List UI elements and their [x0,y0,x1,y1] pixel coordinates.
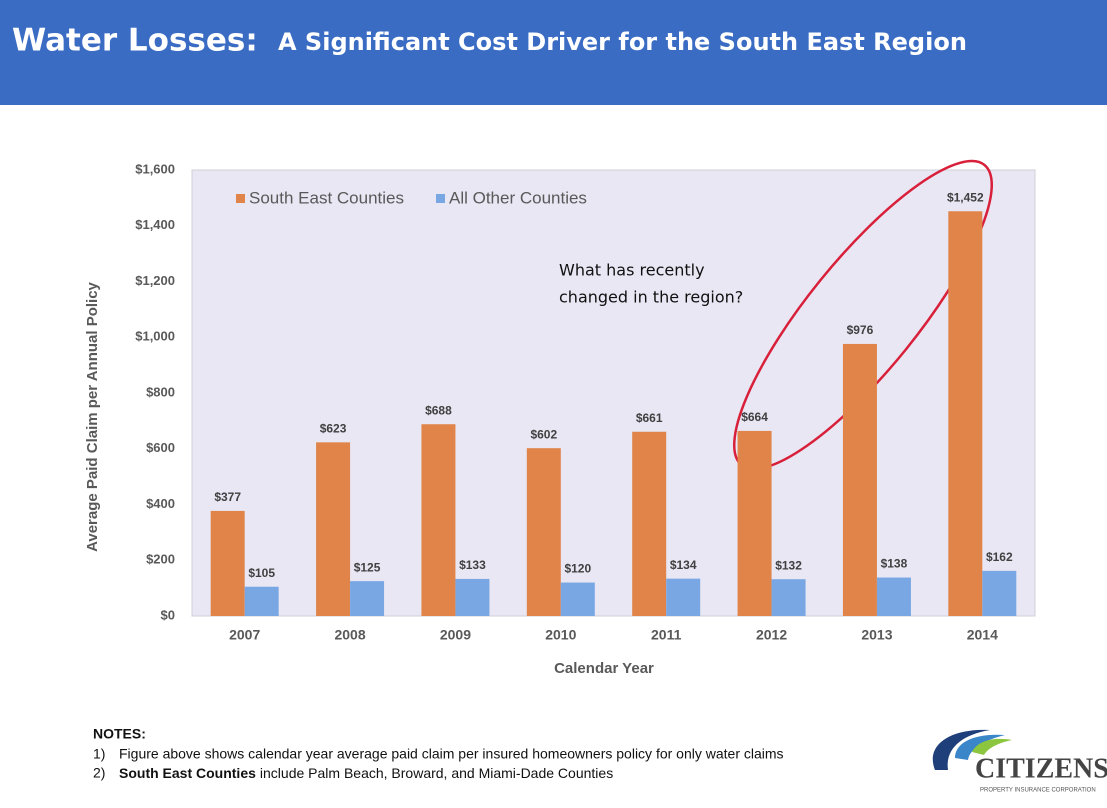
value-label: $105 [248,566,275,580]
y-tick-label: $800 [146,384,175,399]
value-label: $602 [530,427,557,441]
x-tick-label: 2011 [651,627,682,643]
y-tick-label: $1,000 [135,329,175,344]
note-number: 1) [93,746,105,762]
bar [737,430,772,616]
value-label: $133 [459,558,486,572]
bar [350,581,385,616]
logo-swoosh [972,738,1012,755]
x-tick-label: 2012 [756,627,787,643]
bar [560,582,595,616]
bar [982,570,1017,616]
note-text: South East Counties include Palm Beach, B… [119,765,613,781]
x-axis-label: Calendar Year [554,660,654,677]
notes-heading: NOTES: [93,726,146,742]
bar [876,577,911,616]
x-tick-label: 2014 [967,627,998,643]
value-label: $664 [741,410,768,424]
legend-label: South East Counties [249,188,404,207]
y-tick-label: $400 [146,496,175,511]
annotation: changed in the region? [559,288,743,307]
logo-tagline: PROPERTY INSURANCE CORPORATION [980,788,1096,794]
y-tick-label: $1,600 [135,161,175,176]
y-tick-label: $1,200 [135,273,175,288]
bar [210,510,245,616]
note-bold: South East Counties [119,765,256,781]
note-text: Figure above shows calendar year average… [119,746,784,762]
value-label: $120 [564,562,591,576]
bar [316,442,351,616]
value-label: $976 [847,323,874,337]
y-axis-label: Average Paid Claim per Annual Policy [84,281,101,551]
bar [244,586,279,616]
bar [421,424,456,616]
value-label: $377 [214,490,241,504]
value-label: $1,452 [947,190,984,204]
y-tick-label: $200 [146,552,175,567]
bar [771,579,806,616]
bar [632,431,667,616]
logo-swoosh [955,734,1005,760]
legend-swatch [435,194,445,203]
annotation: What has recently [559,261,705,280]
value-label: $134 [670,558,697,572]
x-tick-label: 2010 [545,627,576,643]
x-tick-label: 2013 [861,627,892,643]
bar [948,211,983,616]
y-tick-label: $600 [146,440,175,455]
value-label: $661 [636,411,663,425]
header-band [0,0,1107,105]
x-tick-label: 2009 [440,627,471,643]
legend-label: All Other Counties [449,188,587,207]
value-label: $162 [986,550,1013,564]
value-label: $125 [354,560,381,574]
bar [455,578,490,616]
legend-swatch [236,194,245,203]
y-tick-label: $1,400 [135,217,175,232]
note-number: 2) [93,765,105,781]
bar [526,448,561,616]
x-tick-label: 2008 [334,627,365,643]
title-rest: A Significant Cost Driver for the South … [278,28,967,56]
value-label: $138 [881,557,908,571]
value-label: $688 [425,403,452,417]
bar [842,343,877,616]
logo-swoosh [932,729,990,770]
bar [666,578,701,616]
value-label: $132 [775,558,802,572]
x-tick-label: 2007 [229,627,260,643]
logo-name: CITIZENS [975,753,1107,784]
title-lead: Water Losses: [12,23,258,59]
note-rest: include Palm Beach, Broward, and Miami-D… [260,765,613,781]
y-tick-label: $0 [161,607,175,622]
value-label: $623 [320,422,347,436]
